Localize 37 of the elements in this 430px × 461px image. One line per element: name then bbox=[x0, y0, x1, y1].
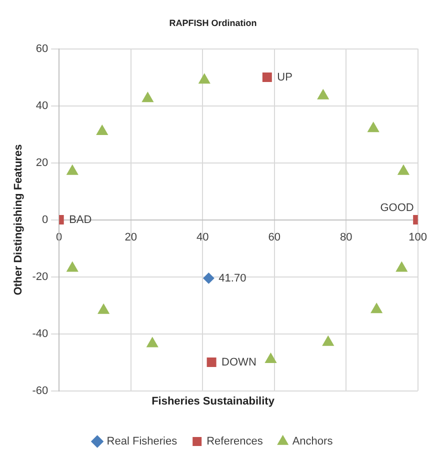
legend-label: Real Fisheries bbox=[106, 436, 178, 448]
y-tick-label: 60 bbox=[36, 42, 48, 55]
x-axis-title: Fisheries Sustainability bbox=[152, 395, 276, 408]
point bbox=[398, 164, 410, 175]
point bbox=[368, 122, 380, 132]
point bbox=[265, 352, 276, 363]
annotation: BAD bbox=[69, 214, 92, 226]
point bbox=[142, 92, 154, 102]
point bbox=[396, 262, 408, 272]
point bbox=[370, 303, 382, 314]
legend-label: References bbox=[206, 436, 264, 448]
y-tick-label: -40 bbox=[32, 328, 48, 340]
point bbox=[317, 89, 329, 100]
legend-label: Anchors bbox=[292, 436, 334, 448]
point bbox=[66, 164, 78, 175]
point bbox=[98, 304, 110, 314]
point bbox=[198, 74, 210, 84]
y-tick-label: 0 bbox=[42, 214, 48, 226]
annotation: GOOD bbox=[380, 202, 414, 214]
x-tick-label: 20 bbox=[124, 231, 137, 244]
point bbox=[146, 337, 158, 348]
point bbox=[96, 124, 108, 135]
y-axis-title: Other Distingishing Features bbox=[12, 144, 25, 296]
annotation: DOWN bbox=[222, 356, 256, 368]
chart-title: RAPFISH Ordination bbox=[169, 18, 257, 28]
x-tick-label: 60 bbox=[268, 231, 280, 244]
y-tick-label: -20 bbox=[32, 270, 48, 283]
y-tick-label: -60 bbox=[32, 384, 48, 397]
x-tick-label: 100 bbox=[408, 231, 428, 244]
point bbox=[66, 262, 78, 272]
x-tick-label: 40 bbox=[196, 231, 209, 244]
point bbox=[322, 336, 334, 346]
annotation: UP bbox=[277, 71, 292, 84]
y-tick-label: 20 bbox=[36, 156, 48, 169]
y-tick-label: 40 bbox=[36, 100, 48, 112]
x-tick-label: 80 bbox=[340, 231, 352, 244]
annotation: 41.70 bbox=[218, 272, 246, 284]
